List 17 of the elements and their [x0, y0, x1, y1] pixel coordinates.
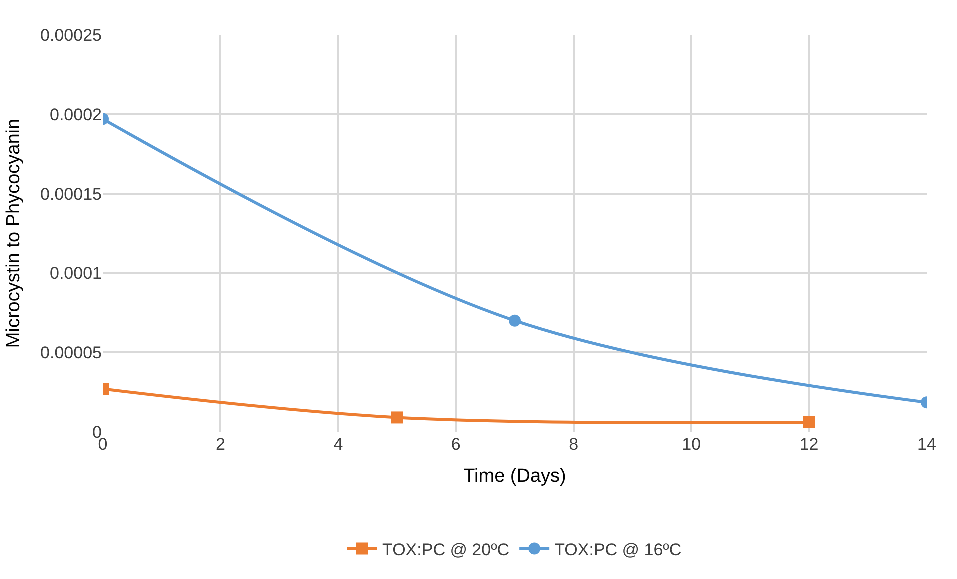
- x-tick-label: 12: [800, 435, 819, 454]
- x-tick-label: 6: [451, 435, 461, 454]
- point: [391, 412, 404, 424]
- y-tick-label: 0.00015: [40, 184, 102, 204]
- legend-label: TOX:PC @ 20ºC: [382, 540, 510, 560]
- x-tick-label: 14: [918, 435, 936, 454]
- x-axis-title: Time (Days): [464, 466, 566, 487]
- y-axis-title: Microcystin to Phycocyanin: [3, 118, 24, 348]
- x-tick-label: 10: [682, 435, 702, 454]
- x-tick-label: 2: [216, 435, 226, 454]
- y-tick-label: 0.0001: [50, 264, 102, 284]
- y-tick-label: 0.00025: [40, 26, 102, 45]
- legend-label: TOX:PC @ 16ºC: [554, 540, 682, 560]
- y-tick-label: 0.0002: [50, 105, 102, 124]
- x-tick-label: 8: [569, 435, 579, 454]
- x-tick-label: 4: [334, 435, 344, 454]
- y-tick-label: 0.00005: [40, 344, 102, 363]
